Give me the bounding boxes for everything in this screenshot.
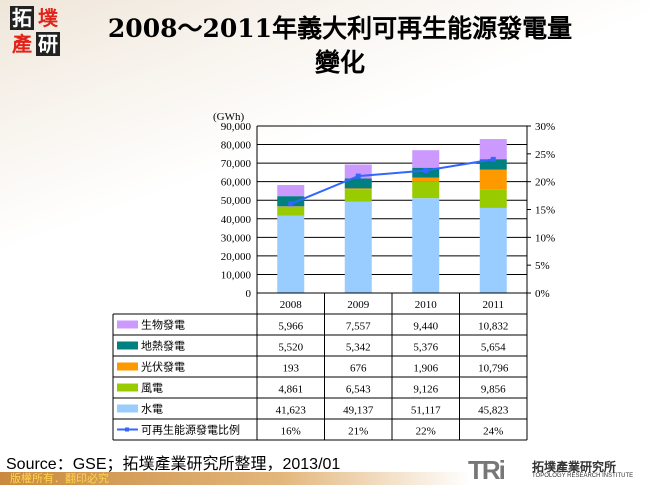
y2-tick-label: 20%	[535, 177, 555, 189]
bar-segment	[480, 190, 507, 208]
table-cell: 49,137	[343, 405, 374, 417]
table-cell: 9,126	[413, 384, 438, 396]
ratio-point	[288, 201, 293, 206]
bar-segment	[345, 190, 372, 202]
y-tick-label: 60,000	[221, 177, 252, 189]
table-cell: 10,796	[478, 363, 509, 375]
legend-label: 可再生能源發電比例	[141, 423, 240, 437]
bar-segment	[412, 181, 439, 198]
table-cell: 6,543	[346, 384, 371, 396]
bar-segment	[480, 170, 507, 190]
legend-swatch	[117, 363, 138, 371]
y-tick-label: 30,000	[221, 232, 252, 244]
table-cell: 4,861	[278, 384, 303, 396]
legend-swatch	[117, 384, 138, 392]
legend-label: 風電	[141, 382, 163, 395]
brand-name-en: TOPOLOGY RESEARCH INSTITUTE	[532, 473, 633, 479]
y-tick-label: 80,000	[221, 140, 252, 152]
table-cell: 9,440	[413, 321, 438, 333]
copyright: 版權所有．翻印必究	[10, 472, 109, 485]
y-tick-label: 10,000	[221, 269, 252, 281]
table-cell: 676	[350, 363, 367, 375]
source-note: Source：GSE；拓墣產業研究所整理，2013/01	[6, 450, 340, 474]
brand-mark: TRi	[468, 455, 504, 486]
legend-swatch	[117, 405, 138, 413]
bar-segment	[345, 202, 372, 293]
y2-tick-label: 5%	[535, 260, 550, 272]
table-cell: 5,520	[278, 342, 303, 354]
table-cell: 1,906	[413, 363, 438, 375]
table-cell: 9,856	[481, 384, 506, 396]
legend-label: 生物發電	[141, 318, 185, 332]
y2-tick-label: 15%	[535, 205, 555, 217]
legend-label: 光伏發電	[141, 360, 185, 374]
ratio-point	[423, 168, 428, 173]
table-cell: 5,376	[413, 342, 438, 354]
table-cell: 24%	[483, 426, 503, 438]
table-cell: 51,117	[411, 405, 441, 417]
bar-segment	[277, 216, 304, 293]
table-cell: 45,823	[478, 405, 509, 417]
y2-tick-label: 0%	[535, 288, 550, 300]
y-tick-label: 40,000	[221, 214, 252, 226]
ratio-point	[491, 157, 496, 162]
table-cell: 22%	[416, 426, 436, 438]
x-tick-label: 2011	[482, 299, 504, 311]
bar-segment	[345, 188, 372, 189]
y-axis-label: (GWh)	[213, 111, 244, 123]
ratio-point	[356, 174, 361, 179]
table-cell: 5,654	[481, 342, 506, 354]
legend-label: 地熱發電	[141, 339, 185, 353]
y-tick-label: 70,000	[221, 158, 252, 170]
legend-label: 水電	[141, 403, 163, 416]
bar-segment	[277, 185, 304, 196]
table-cell: 5,342	[346, 342, 371, 354]
table-cell: 16%	[281, 426, 301, 438]
bar-segment	[480, 139, 507, 159]
bar-segment	[412, 198, 439, 293]
table-cell: 41,623	[276, 405, 307, 417]
y-tick-label: 50,000	[221, 195, 252, 207]
legend-swatch	[117, 321, 138, 329]
table-cell: 5,966	[278, 321, 303, 333]
y-tick-label: 20,000	[221, 251, 252, 263]
x-tick-label: 2009	[347, 299, 370, 311]
table-cell: 21%	[348, 426, 368, 438]
y2-tick-label: 10%	[535, 232, 555, 244]
bar-segment	[480, 208, 507, 293]
chart: 0 10,000 20,000 30,000 40,000 50,000 60,000 70,…	[0, 0, 650, 450]
table-cell: 193	[283, 363, 300, 375]
bar-segment	[412, 150, 439, 168]
legend-swatch	[125, 428, 129, 432]
bar-segment	[412, 178, 439, 182]
y-tick-label: 0	[246, 288, 252, 300]
table-cell: 10,832	[478, 321, 508, 333]
legend-swatch	[117, 342, 138, 350]
x-tick-label: 2010	[415, 299, 438, 311]
bar-segment	[277, 207, 304, 216]
y2-tick-label: 30%	[535, 121, 555, 133]
x-tick-label: 2008	[280, 299, 303, 311]
table-cell: 7,557	[346, 321, 371, 333]
y2-tick-label: 25%	[535, 149, 555, 161]
